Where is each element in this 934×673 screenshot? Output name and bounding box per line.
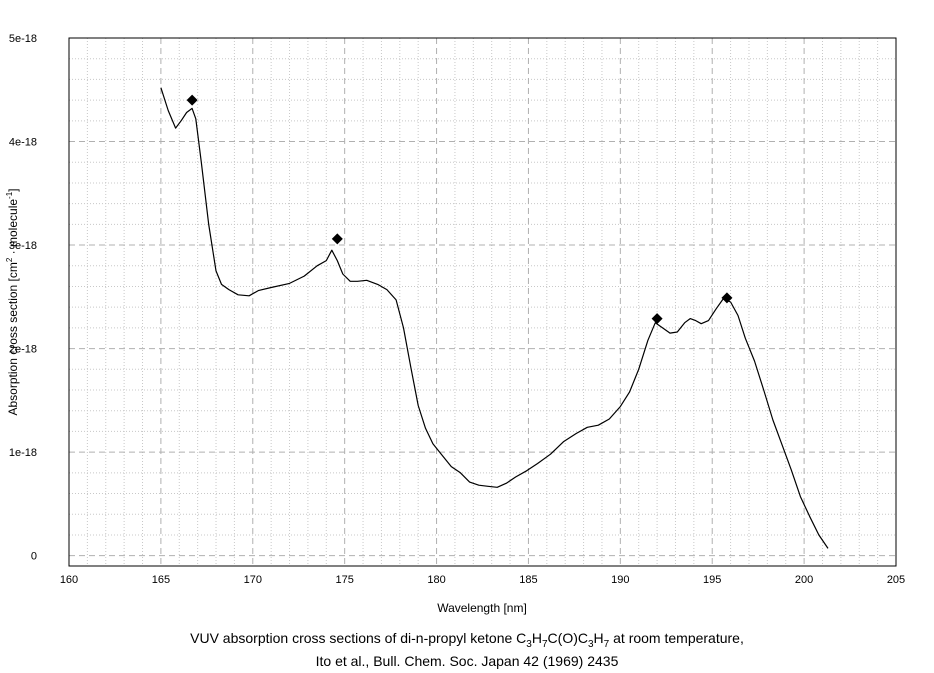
caption-suffix: at room temperature, <box>609 630 744 646</box>
x-axis-ticks: 160 165 170 175 180 185 190 195 200 205 <box>60 574 905 586</box>
x-tick-label: 200 <box>795 574 813 586</box>
caption-line-2: Ito et al., Bull. Chem. Soc. Japan 42 (1… <box>315 653 619 669</box>
y-axis-title-base: Absorption cross section [cm <box>6 262 20 415</box>
caption-sub-3: 3 <box>587 638 594 650</box>
caption-sub-2: 7 <box>541 638 548 650</box>
x-axis-title: Wavelength [nm] <box>437 601 527 615</box>
x-tick-label: 185 <box>519 574 537 586</box>
peak-marker <box>186 94 198 106</box>
series-layer <box>160 87 829 549</box>
x-tick-label: 195 <box>703 574 721 586</box>
plot-frame <box>68 37 897 567</box>
y-axis-ticks: 0 1e-18 2e-18 3e-18 4e-18 5e-18 <box>9 33 37 563</box>
peak-marker <box>331 233 343 245</box>
y-tick-label: 2e-18 <box>9 344 37 356</box>
caption-h-2: H <box>593 630 604 646</box>
major-grid <box>69 38 896 566</box>
plot-area <box>69 38 896 566</box>
caption-prefix: VUV absorption cross sections of di-n-pr… <box>190 630 527 646</box>
y-tick-label: 4e-18 <box>9 137 37 149</box>
y-axis-title-sup1: 2 <box>5 257 14 262</box>
peak-marker <box>651 313 663 325</box>
minor-grid <box>69 38 896 566</box>
peak-marker <box>721 292 733 304</box>
caption-line-1: VUV absorption cross sections of di-n-pr… <box>0 630 934 650</box>
cross-section-curve <box>160 87 829 549</box>
x-tick-label: 160 <box>60 574 78 586</box>
x-tick-label: 205 <box>887 574 905 586</box>
y-axis-title: Absorption cross section [cm2 · molecule… <box>5 188 20 415</box>
y-tick-label: 5e-18 <box>9 33 37 45</box>
caption-sub-1: 3 <box>526 638 532 650</box>
x-tick-label: 170 <box>244 574 262 586</box>
x-tick-label: 165 <box>152 574 170 586</box>
y-axis-title-mid: · molecule <box>6 199 20 258</box>
y-tick-label: 0 <box>31 551 37 563</box>
y-tick-label: 3e-18 <box>9 240 37 252</box>
caption-h-1: H <box>531 630 542 646</box>
y-axis-title-sup2: -1 <box>5 191 14 199</box>
x-tick-label: 180 <box>427 574 445 586</box>
caption-mid: C(O)C <box>547 630 588 646</box>
x-tick-label: 190 <box>611 574 629 586</box>
y-tick-label: 1e-18 <box>9 447 37 459</box>
y-axis-title-end: ] <box>6 188 20 191</box>
caption-sub-4: 7 <box>603 638 610 650</box>
x-tick-label: 175 <box>335 574 353 586</box>
